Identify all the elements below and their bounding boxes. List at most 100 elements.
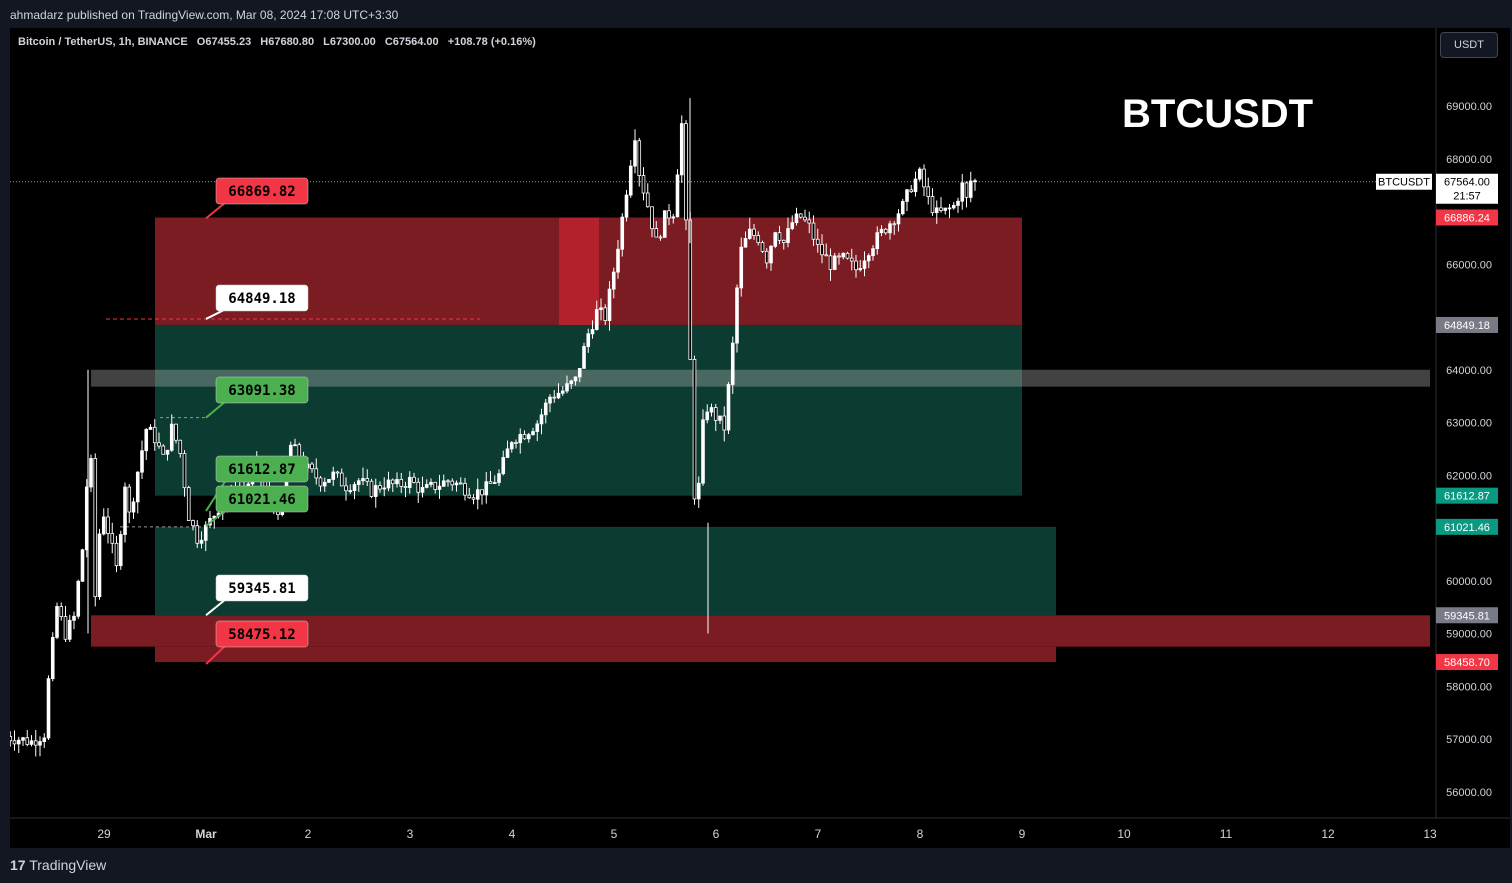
x-tick-label: 2	[305, 827, 312, 841]
candle-body	[25, 737, 30, 745]
candle-body	[441, 480, 446, 487]
candle-body	[458, 482, 463, 485]
price-badge	[1436, 607, 1498, 624]
candle-body	[174, 423, 178, 441]
candle-body	[854, 260, 858, 271]
label-value: 66869.82	[228, 184, 295, 200]
y-tick-label: 57000.00	[1446, 734, 1492, 746]
candle-body	[815, 238, 820, 245]
candle-body	[747, 228, 752, 239]
candle-body	[12, 740, 17, 745]
candle-body	[552, 396, 557, 399]
candle-body	[144, 429, 149, 452]
candle-body	[917, 168, 922, 180]
high-value: H67680.80	[260, 36, 315, 48]
candle-body	[837, 255, 841, 258]
currency-button[interactable]: USDT	[1440, 32, 1498, 58]
candle-body	[662, 210, 667, 238]
candle-body	[484, 481, 489, 496]
y-tick-label: 69000.00	[1446, 101, 1492, 113]
candle-body	[399, 479, 404, 487]
candle-body	[900, 201, 905, 215]
candle-body	[973, 180, 977, 183]
candle-body	[543, 402, 548, 416]
label-pointer	[205, 509, 227, 527]
candle-body	[828, 255, 833, 270]
level-label-green[interactable]: 61612.87	[205, 455, 309, 512]
candle-body	[896, 213, 901, 225]
candle-body	[471, 497, 476, 500]
zone-demand[interactable]	[155, 526, 1056, 616]
candle-body	[182, 453, 187, 489]
candle-body	[730, 342, 735, 385]
candle-body	[667, 210, 671, 219]
candle-body	[726, 384, 731, 431]
candle-body	[594, 309, 599, 330]
candle-body	[378, 485, 382, 490]
candle-body	[89, 458, 93, 488]
candle-body	[21, 737, 25, 741]
price-badge-text: 61612.87	[1444, 491, 1490, 503]
candle-body	[930, 196, 935, 214]
candle-body	[59, 606, 64, 617]
candle-body	[148, 426, 153, 430]
price-badge-text: 58458.70	[1444, 657, 1490, 669]
candle-body	[63, 616, 68, 640]
level-label-green[interactable]: 63091.38	[205, 376, 309, 419]
candle-body	[569, 380, 574, 385]
candle-body	[577, 367, 582, 378]
price-axis[interactable]	[1436, 28, 1510, 818]
level-label-white[interactable]: 64849.18	[205, 284, 309, 320]
candle-body	[658, 236, 663, 239]
chart-area[interactable]: 66869.82 64849.18 63091.38 61612.87 61021.46…	[10, 28, 1510, 848]
candle-body	[293, 444, 297, 447]
candle-body	[369, 480, 374, 497]
candle-body	[841, 252, 846, 258]
candle-body	[849, 257, 854, 262]
x-tick-label: 11	[1220, 827, 1233, 841]
chart-canvas[interactable]: 66869.82 64849.18 63091.38 61612.87 61021.46…	[10, 28, 1510, 848]
change-value: +108.78 (+0.16%)	[447, 36, 536, 48]
candle-body	[964, 182, 969, 198]
candle-body	[526, 434, 531, 440]
label-box	[215, 376, 309, 404]
candle-body	[38, 741, 42, 746]
symbol-name: Bitcoin / TetherUS, 1h, BINANCE	[18, 36, 188, 48]
price-badge	[1436, 487, 1498, 504]
candle-body	[628, 165, 633, 196]
candle-body	[365, 478, 370, 482]
candle-body	[416, 481, 421, 493]
candle-body	[739, 246, 744, 289]
candle-body	[866, 255, 871, 262]
candle-body	[892, 223, 897, 226]
level-label-red[interactable]: 58475.12	[205, 620, 309, 665]
tradingview-logo-icon: 17	[10, 857, 26, 873]
zone-resistance_band[interactable]	[91, 369, 1430, 387]
zone-support_band[interactable]	[91, 615, 1430, 647]
tradingview-logo[interactable]: 17 TradingView	[10, 857, 106, 873]
candle-body	[339, 472, 344, 487]
candle-body	[539, 414, 544, 425]
level-label-red[interactable]: 66869.82	[205, 177, 309, 220]
candle-body	[811, 222, 816, 240]
candle-body	[888, 223, 892, 234]
time-axis[interactable]	[10, 818, 1510, 848]
candle-body	[701, 419, 705, 484]
price-badge	[1436, 209, 1498, 226]
level-label-green[interactable]: 61021.46	[205, 485, 309, 527]
zone-highlight	[559, 217, 599, 325]
price-badge-text: 61021.46	[1444, 522, 1490, 534]
candle-body	[611, 271, 616, 290]
label-box	[215, 620, 309, 648]
zone-supply[interactable]	[155, 646, 1056, 663]
candle-body	[33, 740, 38, 746]
candle-body	[497, 473, 501, 483]
candle-body	[756, 235, 761, 243]
candle-body	[331, 471, 336, 480]
level-label-white[interactable]: 59345.81	[205, 574, 309, 617]
candle-body	[943, 207, 948, 211]
candle-body	[769, 245, 773, 264]
candle-body	[412, 476, 416, 483]
candle-body	[407, 476, 412, 488]
candle-body	[424, 484, 429, 488]
